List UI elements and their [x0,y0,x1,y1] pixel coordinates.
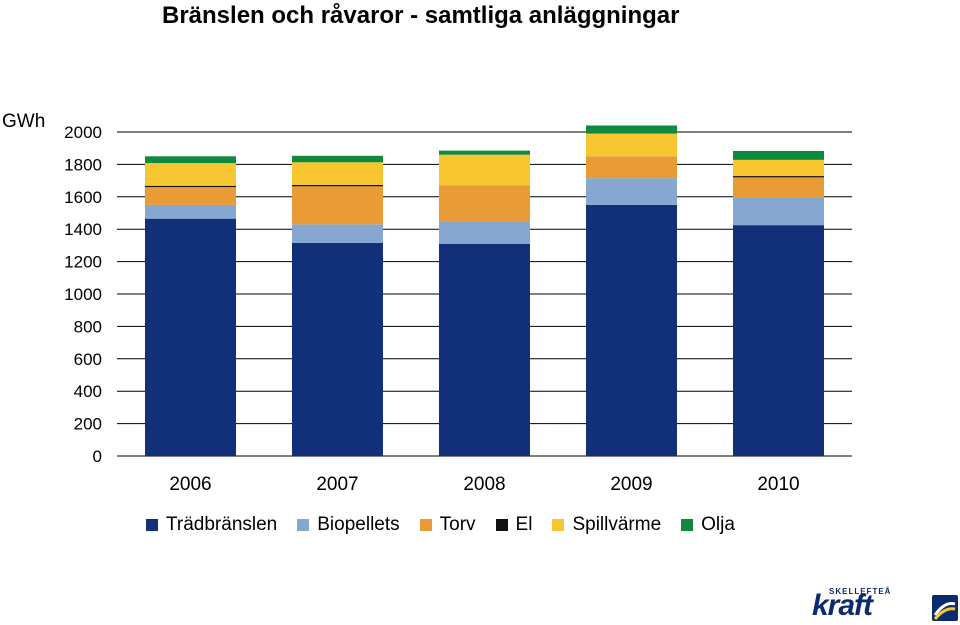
bar-stack-2009 [586,125,677,456]
bar-segment [733,177,824,198]
bar-segment [439,150,530,155]
bar-stack-2008 [439,150,530,456]
legend-item: Torv [419,514,476,536]
legend-label: Spillvärme [572,514,662,535]
logo-mark-icon [932,595,958,621]
legend-item: Spillvärme [552,514,661,536]
chart-title: Bränslen och råvaror - samtliga anläggni… [162,2,680,29]
legend-item: El [495,514,533,536]
stacked-bar-chart: GWh 0 200 400 600 800 1000 1200 1400 1600 1800 200… [2,111,852,495]
bar-segment [145,204,236,219]
legend-swatch [297,519,310,531]
logo-big-text: kraft [812,589,873,622]
bar-segment [439,221,530,244]
x-axis-ticks: 2006 2007 2008 2009 2010 [169,474,799,495]
y-axis-ticks: 0 200 400 600 800 1000 1200 1400 1600 1800 2000 [64,123,102,466]
y-tick-label: 400 [74,382,102,401]
bar-stack-2006 [145,156,236,456]
x-tick-label: 2010 [757,474,799,495]
y-tick-label: 1400 [64,220,102,239]
legend-swatch [419,519,432,531]
bar-segment [292,242,383,456]
x-tick-label: 2008 [463,474,505,495]
bar-segment [733,159,824,177]
bar-segment [586,133,677,157]
legend-label: Trädbränslen [166,514,278,535]
bar-stack-2007 [292,155,383,456]
bar-segment [292,155,383,163]
y-tick-label: 600 [74,350,102,369]
x-tick-label: 2007 [316,474,358,495]
bar-segment [145,163,236,186]
legend-swatch [681,519,694,531]
bar-stack-2010 [733,150,824,456]
bar-segment [439,243,530,456]
y-tick-label: 1600 [64,188,102,207]
bar-segment [439,154,530,186]
legend-label: Biopellets [317,514,400,535]
bar-segment [292,186,383,225]
y-axis-label: GWh [2,111,45,132]
bars [145,125,824,456]
bar-segment [733,150,824,160]
legend-swatch [552,519,565,531]
logo-small-text: SKELLEFTEÅ [829,587,892,596]
bar-segment [145,185,236,188]
legend-item: Trädbränslen [146,514,277,536]
bar-segment [292,184,383,187]
bar-segment [733,197,824,226]
y-tick-label: 0 [93,447,102,466]
legend-item: Olja [681,514,735,536]
bar-segment [586,178,677,205]
x-tick-label: 2006 [169,474,211,495]
legend-label: Torv [439,514,476,535]
bar-segment [292,224,383,243]
y-tick-label: 1200 [64,253,102,272]
legend-label: Olja [701,514,735,535]
legend-swatch [495,519,508,531]
bar-segment [733,176,824,178]
x-tick-label: 2009 [610,474,652,495]
bar-segment [586,204,677,456]
bar-segment [586,125,677,134]
legend-swatch [146,519,158,531]
bar-segment [292,162,383,185]
y-tick-label: 1800 [64,155,102,174]
y-tick-label: 2000 [64,123,102,142]
y-tick-label: 800 [74,317,102,336]
bar-segment [145,218,236,456]
legend: Trädbränslen Biopellets Torv El Spillvärme Ol… [146,514,755,536]
bar-segment [145,187,236,205]
y-tick-label: 200 [74,415,102,434]
y-tick-label: 1000 [64,285,102,304]
legend-item: Biopellets [297,514,400,536]
bar-segment [733,225,824,456]
bar-segment [586,156,677,179]
skelleftea-kraft-logo: SKELLEFTEÅ kraft [812,587,958,623]
bar-segment [439,185,530,222]
bar-segment [145,156,236,164]
legend-label: El [515,514,533,535]
